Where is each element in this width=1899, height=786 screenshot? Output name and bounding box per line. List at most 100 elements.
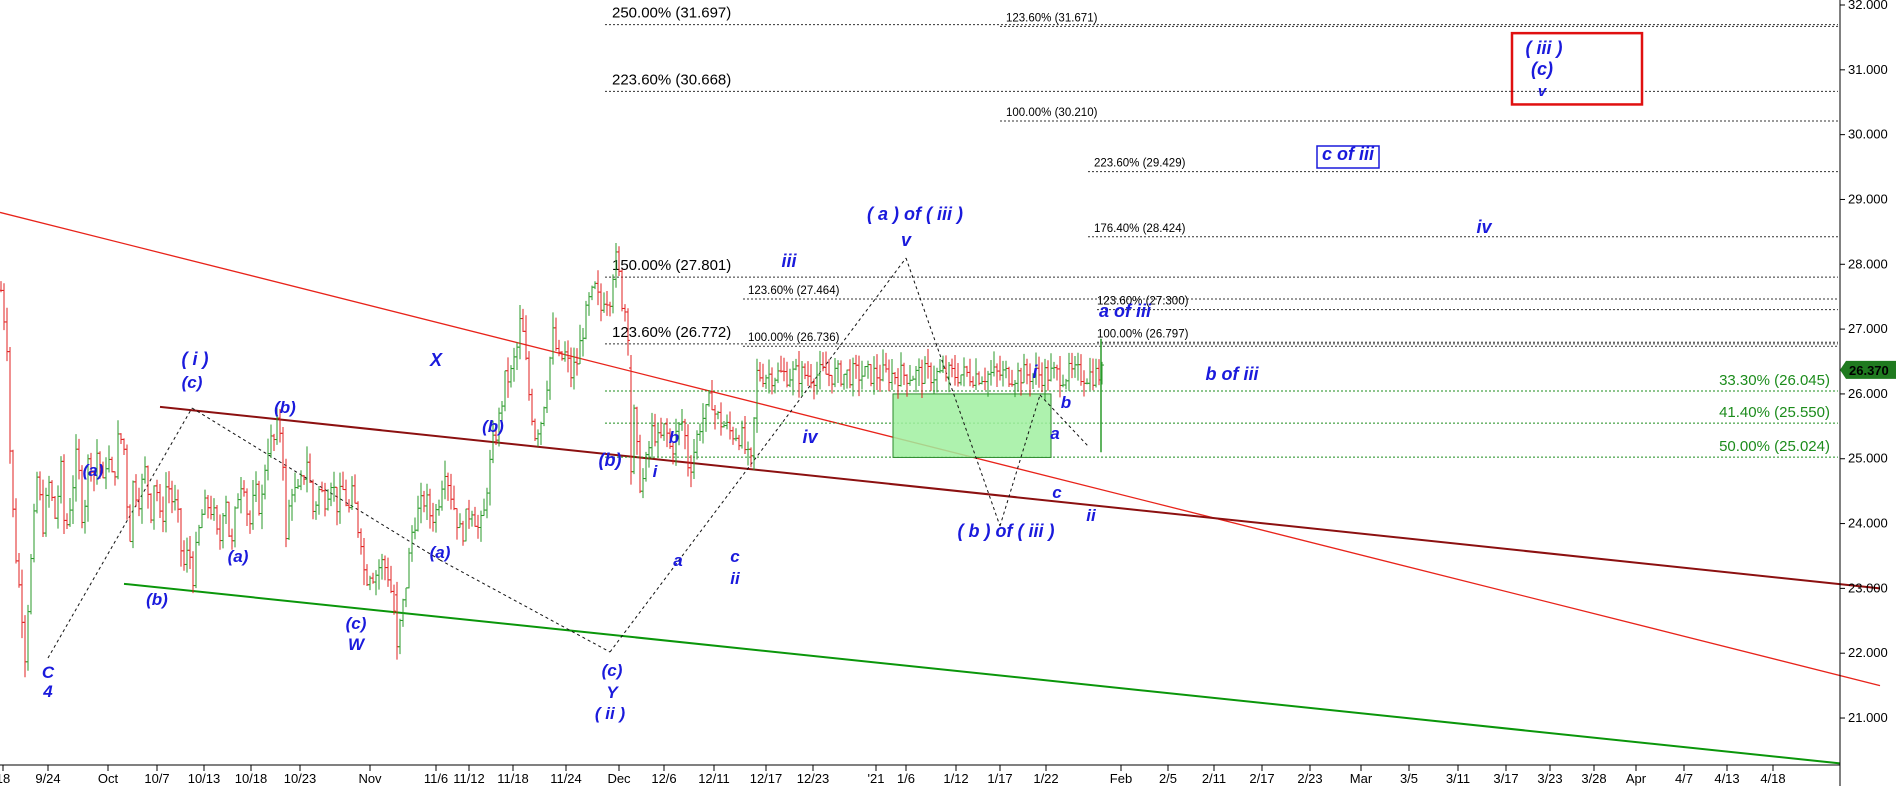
x-tick-label: 11/12 (453, 771, 485, 786)
wave-label: b (1061, 393, 1071, 412)
wave-label: 4 (42, 682, 53, 701)
wave-path-line (999, 394, 1041, 527)
wave-label: (c) (346, 614, 367, 633)
y-tick-label: 30.000 (1848, 127, 1888, 142)
fib-level-label: 100.00% (26.736) (748, 332, 840, 344)
x-tick-label: 3/17 (1493, 771, 1518, 786)
wave-label: ( a ) of ( iii ) (867, 204, 963, 224)
x-tick-label: 1/12 (943, 771, 968, 786)
wave-label: (b) (599, 450, 622, 470)
x-tick-label: 2/5 (1159, 771, 1177, 786)
wave-label: iii (781, 251, 797, 271)
wave-label: X (429, 350, 443, 370)
x-tick-label: 1/6 (897, 771, 915, 786)
x-tick-label: 18 (0, 771, 10, 786)
x-tick-label: 1/17 (987, 771, 1012, 786)
fib-level-label: 123.60% (31.671) (1006, 12, 1098, 24)
fib-level-label: 223.60% (29.429) (1094, 158, 1186, 170)
wave-label: i (1032, 362, 1038, 382)
y-tick-label: 22.000 (1848, 645, 1888, 660)
wave-label: b (669, 428, 679, 447)
wave-label: a (1050, 424, 1059, 443)
x-tick-label: 11/24 (550, 771, 582, 786)
wave-label: (b) (274, 398, 296, 417)
wave-label: (c) (602, 661, 623, 680)
wave-label: (b) (482, 417, 504, 436)
fib-level-label: 50.00% (25.024) (1719, 438, 1830, 455)
x-tick-label: 10/18 (235, 771, 268, 786)
wave-label: b of iii (1206, 364, 1260, 384)
trendline-maroon (159, 405, 1881, 590)
wave-label: ( b ) of ( iii ) (958, 521, 1055, 541)
wave-label: (a) (228, 547, 249, 566)
x-tick-label: 3/5 (1400, 771, 1418, 786)
x-tick-label: 3/23 (1537, 771, 1562, 786)
wave-label: ( iii ) (1526, 38, 1563, 58)
x-tick-label: 12/11 (698, 771, 730, 786)
fib-level-label: 123.60% (27.464) (748, 285, 840, 297)
last-price-label: 26.370 (1849, 363, 1889, 378)
target-box (1510, 31, 1644, 106)
x-tick-label: 3/28 (1581, 771, 1606, 786)
x-tick-label: Dec (607, 771, 631, 786)
fib-level-label: 176.40% (28.424) (1094, 223, 1186, 235)
wave-label: c (730, 547, 740, 566)
x-tick-label: 10/23 (284, 771, 317, 786)
y-tick-label: 26.000 (1848, 386, 1888, 401)
fib-level-label: 150.00% (27.801) (612, 257, 731, 274)
x-tick-label: 2/11 (1202, 771, 1226, 786)
support-zone (892, 393, 1052, 458)
wave-label: ( ii ) (595, 704, 626, 723)
x-tick-label: 4/18 (1760, 771, 1785, 786)
x-tick-label: 11/6 (424, 771, 448, 786)
x-tick-label: 4/7 (1675, 771, 1693, 786)
x-tick-label: Nov (358, 771, 382, 786)
wave-path-line (191, 407, 441, 561)
fib-level-label: 123.60% (26.772) (612, 324, 731, 341)
x-tick-label: Oct (98, 771, 119, 786)
x-tick-label: 2/23 (1297, 771, 1322, 786)
wave-label: c (1052, 483, 1062, 502)
fib-level-label: 33.30% (26.045) (1719, 372, 1830, 389)
wave-label: v (901, 230, 912, 250)
x-tick-label: 12/6 (651, 771, 676, 786)
wave-path-line (905, 257, 1001, 527)
wave-label: a of iii (1099, 301, 1152, 321)
wave-label: c of iii (1322, 144, 1375, 164)
wave-label: C (42, 663, 55, 682)
wave-label: iv (1476, 217, 1492, 237)
wave-path-line (609, 257, 907, 653)
x-tick-label: 9/24 (35, 771, 60, 786)
x-tick-label: 2/17 (1249, 771, 1274, 786)
x-tick-label: 11/18 (497, 771, 529, 786)
wave-label: ( i ) (182, 349, 209, 369)
x-tick-label: 12/23 (797, 771, 830, 786)
wave-path-line (439, 559, 611, 653)
wave-label: (a) (430, 543, 451, 562)
trendline-green (123, 582, 1841, 765)
fib-level-label: 123.60% (27.300) (1097, 296, 1189, 308)
fib-level-label: 41.40% (25.550) (1719, 404, 1830, 421)
wave-label: (a) (83, 461, 104, 480)
x-tick-label: 4/13 (1714, 771, 1739, 786)
wave-label: v (1538, 83, 1548, 100)
y-tick-label: 29.000 (1848, 191, 1888, 206)
x-tick-label: Feb (1110, 771, 1132, 786)
wave-label: W (348, 635, 366, 654)
x-tick-label: 12/17 (750, 771, 783, 786)
y-tick-label: 25.000 (1848, 451, 1888, 466)
x-tick-label: 1/22 (1033, 771, 1058, 786)
x-tick-label: Apr (1626, 771, 1647, 786)
fib-level-label: 100.00% (26.797) (1097, 328, 1189, 340)
wave-path-line (47, 407, 193, 659)
y-tick-label: 32.000 (1848, 0, 1888, 12)
x-tick-label: Mar (1350, 771, 1373, 786)
y-tick-label: 27.000 (1848, 321, 1888, 336)
x-tick-label: 10/13 (188, 771, 221, 786)
wave-label: iv (802, 427, 818, 447)
y-tick-label: 23.000 (1848, 580, 1888, 595)
wave-label: (c) (182, 373, 203, 392)
